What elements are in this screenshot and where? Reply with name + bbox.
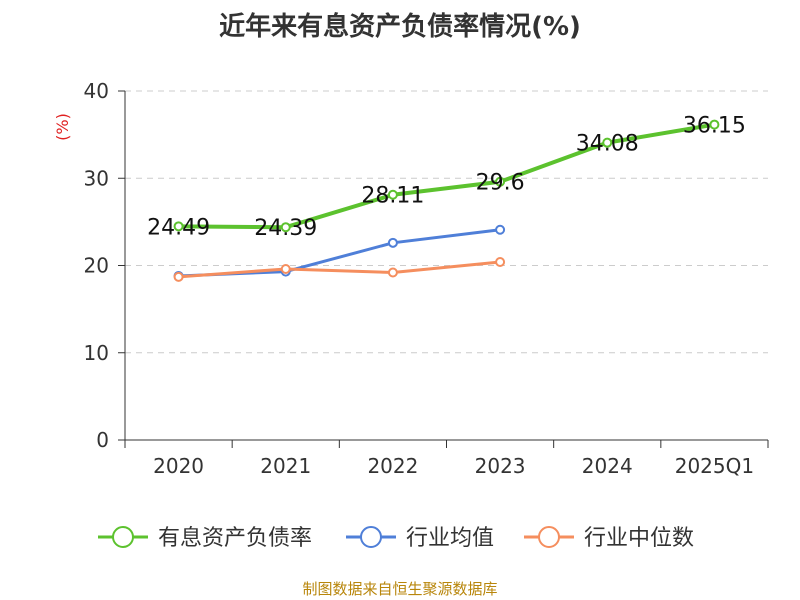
- data-label-2021: 24.39: [254, 216, 317, 241]
- y-tick-label-30: 30: [84, 166, 109, 190]
- x-tick-label-2025Q1: 2025Q1: [675, 454, 754, 478]
- chart-title: 近年来有息资产负债率情况(%): [219, 12, 581, 42]
- series-line-0: [178, 122, 715, 230]
- x-tick-label-2023: 2023: [475, 454, 526, 478]
- series-line-2: [178, 260, 501, 279]
- legend-item-1: 行业均值: [346, 526, 494, 551]
- y-tick-label-20: 20: [84, 254, 109, 278]
- series-1-point-2023: [495, 224, 506, 235]
- series-0-point-2021: [280, 222, 291, 233]
- legend-label-2: 行业中位数: [584, 526, 694, 551]
- grid-lines: [125, 90, 768, 354]
- legend-marker-0: [112, 526, 134, 548]
- data-label-2024: 34.08: [576, 132, 639, 157]
- axes: 0 10 20 30 40 2020 2021 2022 2023 2024 2025Q1: [84, 79, 769, 478]
- series-2-point-2021: [280, 263, 291, 274]
- x-tick-label-2021: 2021: [260, 454, 311, 478]
- data-labels: 24.49 24.39 28.11 29.6 34.08 36.15: [147, 114, 746, 242]
- series-line-1: [178, 228, 501, 278]
- series-0: [173, 119, 720, 233]
- series-0-point-2022: [387, 189, 398, 200]
- data-label-2025Q1: 36.15: [683, 114, 746, 139]
- legend-item-0: 有息资产负债率: [98, 526, 312, 551]
- series-0-point-2024: [602, 137, 613, 148]
- legend-marker-1: [360, 526, 382, 548]
- source-note: 制图数据来自恒生聚源数据库: [302, 580, 498, 598]
- y-tick-label-10: 10: [84, 341, 109, 365]
- series-0-point-2023: [495, 176, 506, 187]
- x-tick-label-2020: 2020: [153, 454, 204, 478]
- legend-label-0: 有息资产负债率: [158, 526, 312, 551]
- y-tick-label-0: 0: [96, 428, 109, 452]
- data-label-2020: 24.49: [147, 215, 210, 240]
- data-label-2023: 29.6: [476, 171, 525, 196]
- series-1-point-2022: [387, 237, 398, 248]
- series-0-point-2020: [173, 221, 184, 232]
- series-2-point-2022: [387, 267, 398, 278]
- series-2: [173, 257, 506, 282]
- legend-marker-2: [538, 526, 560, 548]
- series-lines: [173, 119, 720, 282]
- legend-label-1: 行业均值: [406, 526, 494, 551]
- legend-item-2: 行业中位数: [524, 526, 694, 551]
- x-tick-label-2024: 2024: [582, 454, 633, 478]
- data-label-2022: 28.11: [361, 184, 424, 209]
- series-0-point-2025Q1: [709, 119, 720, 130]
- x-tick-label-2022: 2022: [367, 454, 418, 478]
- y-tick-label-40: 40: [84, 79, 109, 103]
- series-2-point-2020: [173, 271, 184, 282]
- series-2-point-2023: [495, 257, 506, 268]
- legend: 有息资产负债率 行业均值 行业中位数: [98, 526, 694, 551]
- y-axis-label: (%): [53, 113, 72, 141]
